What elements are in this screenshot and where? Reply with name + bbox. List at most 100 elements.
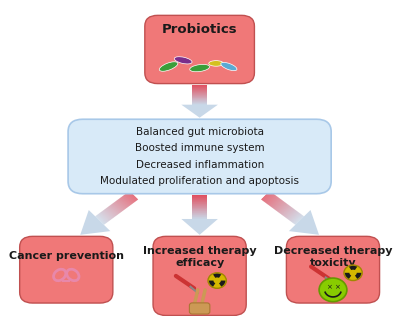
Polygon shape xyxy=(97,214,107,223)
Ellipse shape xyxy=(215,278,220,283)
FancyBboxPatch shape xyxy=(68,119,331,194)
Polygon shape xyxy=(278,204,288,213)
Polygon shape xyxy=(192,102,207,103)
Polygon shape xyxy=(273,199,282,208)
Polygon shape xyxy=(118,199,127,208)
Polygon shape xyxy=(192,99,207,100)
Ellipse shape xyxy=(209,61,223,66)
Polygon shape xyxy=(292,213,301,222)
Polygon shape xyxy=(192,211,207,212)
Polygon shape xyxy=(269,197,278,205)
Polygon shape xyxy=(192,91,207,92)
Polygon shape xyxy=(192,85,207,86)
Text: Increased therapy
efficacy: Increased therapy efficacy xyxy=(143,246,256,269)
Polygon shape xyxy=(102,211,111,220)
Polygon shape xyxy=(192,201,207,202)
Polygon shape xyxy=(192,215,207,216)
FancyBboxPatch shape xyxy=(189,303,210,314)
Polygon shape xyxy=(127,193,136,202)
Polygon shape xyxy=(286,209,295,218)
Polygon shape xyxy=(129,191,138,200)
Polygon shape xyxy=(105,208,115,217)
Polygon shape xyxy=(192,205,207,206)
Ellipse shape xyxy=(221,62,237,71)
Polygon shape xyxy=(105,209,114,218)
Polygon shape xyxy=(192,94,207,95)
Polygon shape xyxy=(192,202,207,203)
Ellipse shape xyxy=(344,265,362,281)
Polygon shape xyxy=(110,205,119,214)
Polygon shape xyxy=(123,196,132,204)
Polygon shape xyxy=(95,216,104,225)
Polygon shape xyxy=(290,212,299,221)
Polygon shape xyxy=(192,212,207,213)
Polygon shape xyxy=(292,214,301,223)
Polygon shape xyxy=(288,211,297,220)
Polygon shape xyxy=(101,212,110,221)
Polygon shape xyxy=(192,97,207,98)
Wedge shape xyxy=(345,273,351,279)
Polygon shape xyxy=(116,201,125,210)
Polygon shape xyxy=(285,208,294,217)
Polygon shape xyxy=(192,214,207,215)
Text: Probiotics: Probiotics xyxy=(162,23,237,36)
Polygon shape xyxy=(192,216,207,217)
Polygon shape xyxy=(192,195,207,196)
Polygon shape xyxy=(122,196,131,205)
Polygon shape xyxy=(265,194,275,203)
Polygon shape xyxy=(192,206,207,207)
Polygon shape xyxy=(124,195,133,204)
Polygon shape xyxy=(117,199,127,208)
Polygon shape xyxy=(289,211,298,220)
Polygon shape xyxy=(267,196,277,204)
Polygon shape xyxy=(100,213,109,222)
Polygon shape xyxy=(287,210,296,219)
Polygon shape xyxy=(192,96,207,97)
Polygon shape xyxy=(103,210,112,219)
Wedge shape xyxy=(355,273,361,279)
Polygon shape xyxy=(279,204,288,213)
Polygon shape xyxy=(282,206,291,215)
Polygon shape xyxy=(113,203,123,211)
Polygon shape xyxy=(192,87,207,88)
Polygon shape xyxy=(192,213,207,214)
Polygon shape xyxy=(271,198,280,207)
Polygon shape xyxy=(273,200,282,209)
Polygon shape xyxy=(113,203,122,212)
Polygon shape xyxy=(263,192,272,201)
Polygon shape xyxy=(99,213,108,222)
Polygon shape xyxy=(265,194,274,203)
Polygon shape xyxy=(125,194,134,203)
Polygon shape xyxy=(192,203,207,204)
Polygon shape xyxy=(274,201,284,210)
Polygon shape xyxy=(269,197,278,206)
Polygon shape xyxy=(266,195,275,204)
Polygon shape xyxy=(262,192,271,201)
Polygon shape xyxy=(96,216,105,224)
Polygon shape xyxy=(277,203,287,212)
Polygon shape xyxy=(112,204,121,213)
Text: Cancer prevention: Cancer prevention xyxy=(9,251,124,261)
Wedge shape xyxy=(213,274,221,278)
Polygon shape xyxy=(116,200,126,209)
Polygon shape xyxy=(192,210,207,211)
Polygon shape xyxy=(261,191,270,200)
Polygon shape xyxy=(294,215,303,224)
Polygon shape xyxy=(108,206,117,215)
Polygon shape xyxy=(108,207,117,216)
Polygon shape xyxy=(284,208,293,216)
Polygon shape xyxy=(293,215,302,223)
Polygon shape xyxy=(265,194,274,203)
Polygon shape xyxy=(288,210,297,219)
Polygon shape xyxy=(181,219,218,235)
Polygon shape xyxy=(192,209,207,210)
Polygon shape xyxy=(283,207,292,216)
Polygon shape xyxy=(192,217,207,218)
Polygon shape xyxy=(192,200,207,201)
Polygon shape xyxy=(280,205,289,214)
FancyBboxPatch shape xyxy=(153,236,246,315)
Polygon shape xyxy=(282,207,292,216)
Polygon shape xyxy=(107,208,116,216)
Polygon shape xyxy=(281,205,290,214)
Polygon shape xyxy=(120,198,129,207)
